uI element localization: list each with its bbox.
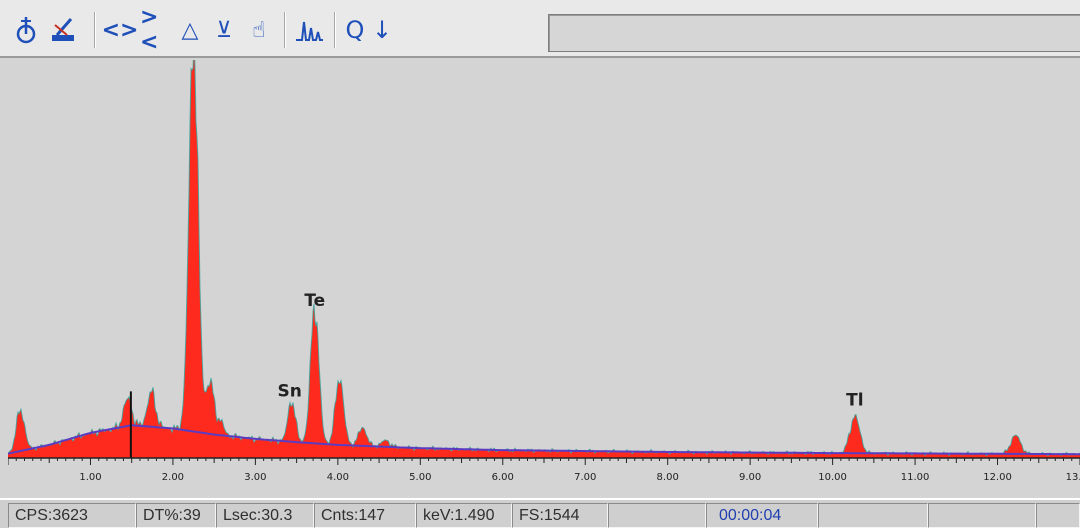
hand-icon[interactable]: ☝ — [252, 17, 266, 43]
spectrum-plot[interactable]: 1.00 2.00 3.00 4.00 5.00 6.00 7.00 8.00 9.00 10.0… — [8, 60, 1080, 488]
toolbar-separator — [334, 12, 336, 48]
x-tick-label: 6.00 — [492, 472, 514, 483]
brush-icon-graphic — [52, 18, 74, 41]
status-blank-1 — [608, 503, 706, 528]
spectrum-chart: 1.00 2.00 3.00 4.00 5.00 6.00 7.00 8.00 9.00 10.0… — [8, 60, 1080, 488]
peaks-icon[interactable] — [294, 14, 324, 46]
peak-labels: Sn Te Tl — [277, 291, 863, 410]
x-tick-label: 4.00 — [327, 472, 349, 483]
toolbar-separator — [94, 12, 96, 48]
status-blank-3 — [928, 503, 1036, 528]
x-tick-label: 10.00 — [818, 472, 847, 483]
live-seconds-readout: Lsec:30.3 — [216, 503, 314, 528]
scale-down-icon[interactable]: ⊻ — [215, 17, 233, 43]
zoom-icon[interactable]: Q — [345, 16, 365, 44]
expand-icon[interactable]: <> — [101, 17, 139, 43]
x-tick-label: 7.00 — [574, 472, 596, 483]
counts-readout: Cnts:147 — [314, 503, 416, 528]
toolbar-text-field[interactable] — [548, 14, 1080, 52]
x-tick-label: 5.00 — [409, 472, 431, 483]
x-axis: 1.00 2.00 3.00 4.00 5.00 6.00 7.00 8.00 9.00 10.0… — [8, 457, 1080, 483]
peak-label-sn: Sn — [277, 382, 301, 402]
peak-label-tl: Tl — [846, 390, 863, 410]
scale-up-icon[interactable]: △ — [181, 17, 199, 43]
x-tick-label: 1.00 — [79, 472, 101, 483]
collapse-icon[interactable]: >< — [140, 5, 159, 55]
status-blank-4 — [1036, 503, 1080, 528]
brush-icon[interactable] — [48, 14, 78, 46]
status-blank-2 — [818, 503, 928, 528]
x-tick-label: 3.00 — [244, 472, 266, 483]
x-tick-label: 2.00 — [162, 472, 184, 483]
background-fit-line — [8, 424, 1080, 456]
probe-icon[interactable] — [12, 14, 40, 46]
peak-label-te: Te — [304, 291, 325, 311]
x-tick-label: 13.00 — [1066, 472, 1080, 483]
peaks-icon-graphic — [296, 21, 323, 41]
probe-icon-graphic — [16, 17, 36, 44]
plot-background — [8, 60, 1080, 488]
dead-time-readout: DT%:39 — [136, 503, 216, 528]
toolbar-separator — [284, 12, 286, 48]
full-scale-readout: FS:1544 — [512, 503, 608, 528]
spectrum-layer — [8, 60, 1080, 458]
arrow-down-icon[interactable]: ↓ — [371, 16, 393, 44]
x-tick-label: 9.00 — [739, 472, 761, 483]
x-tick-label: 8.00 — [657, 472, 679, 483]
x-tick-label: 12.00 — [983, 472, 1012, 483]
toolbar: <> >< △ ⊻ ☝ Q ↓ — [0, 0, 1080, 58]
cps-readout: CPS:3623 — [8, 503, 136, 528]
x-tick-label: 11.00 — [901, 472, 930, 483]
elapsed-time-readout: 00:00:04 — [706, 503, 818, 528]
kev-readout: keV:1.490 — [416, 503, 512, 528]
status-bar: CPS:3623 DT%:39 Lsec:30.3 Cnts:147 keV:1… — [0, 498, 1080, 528]
